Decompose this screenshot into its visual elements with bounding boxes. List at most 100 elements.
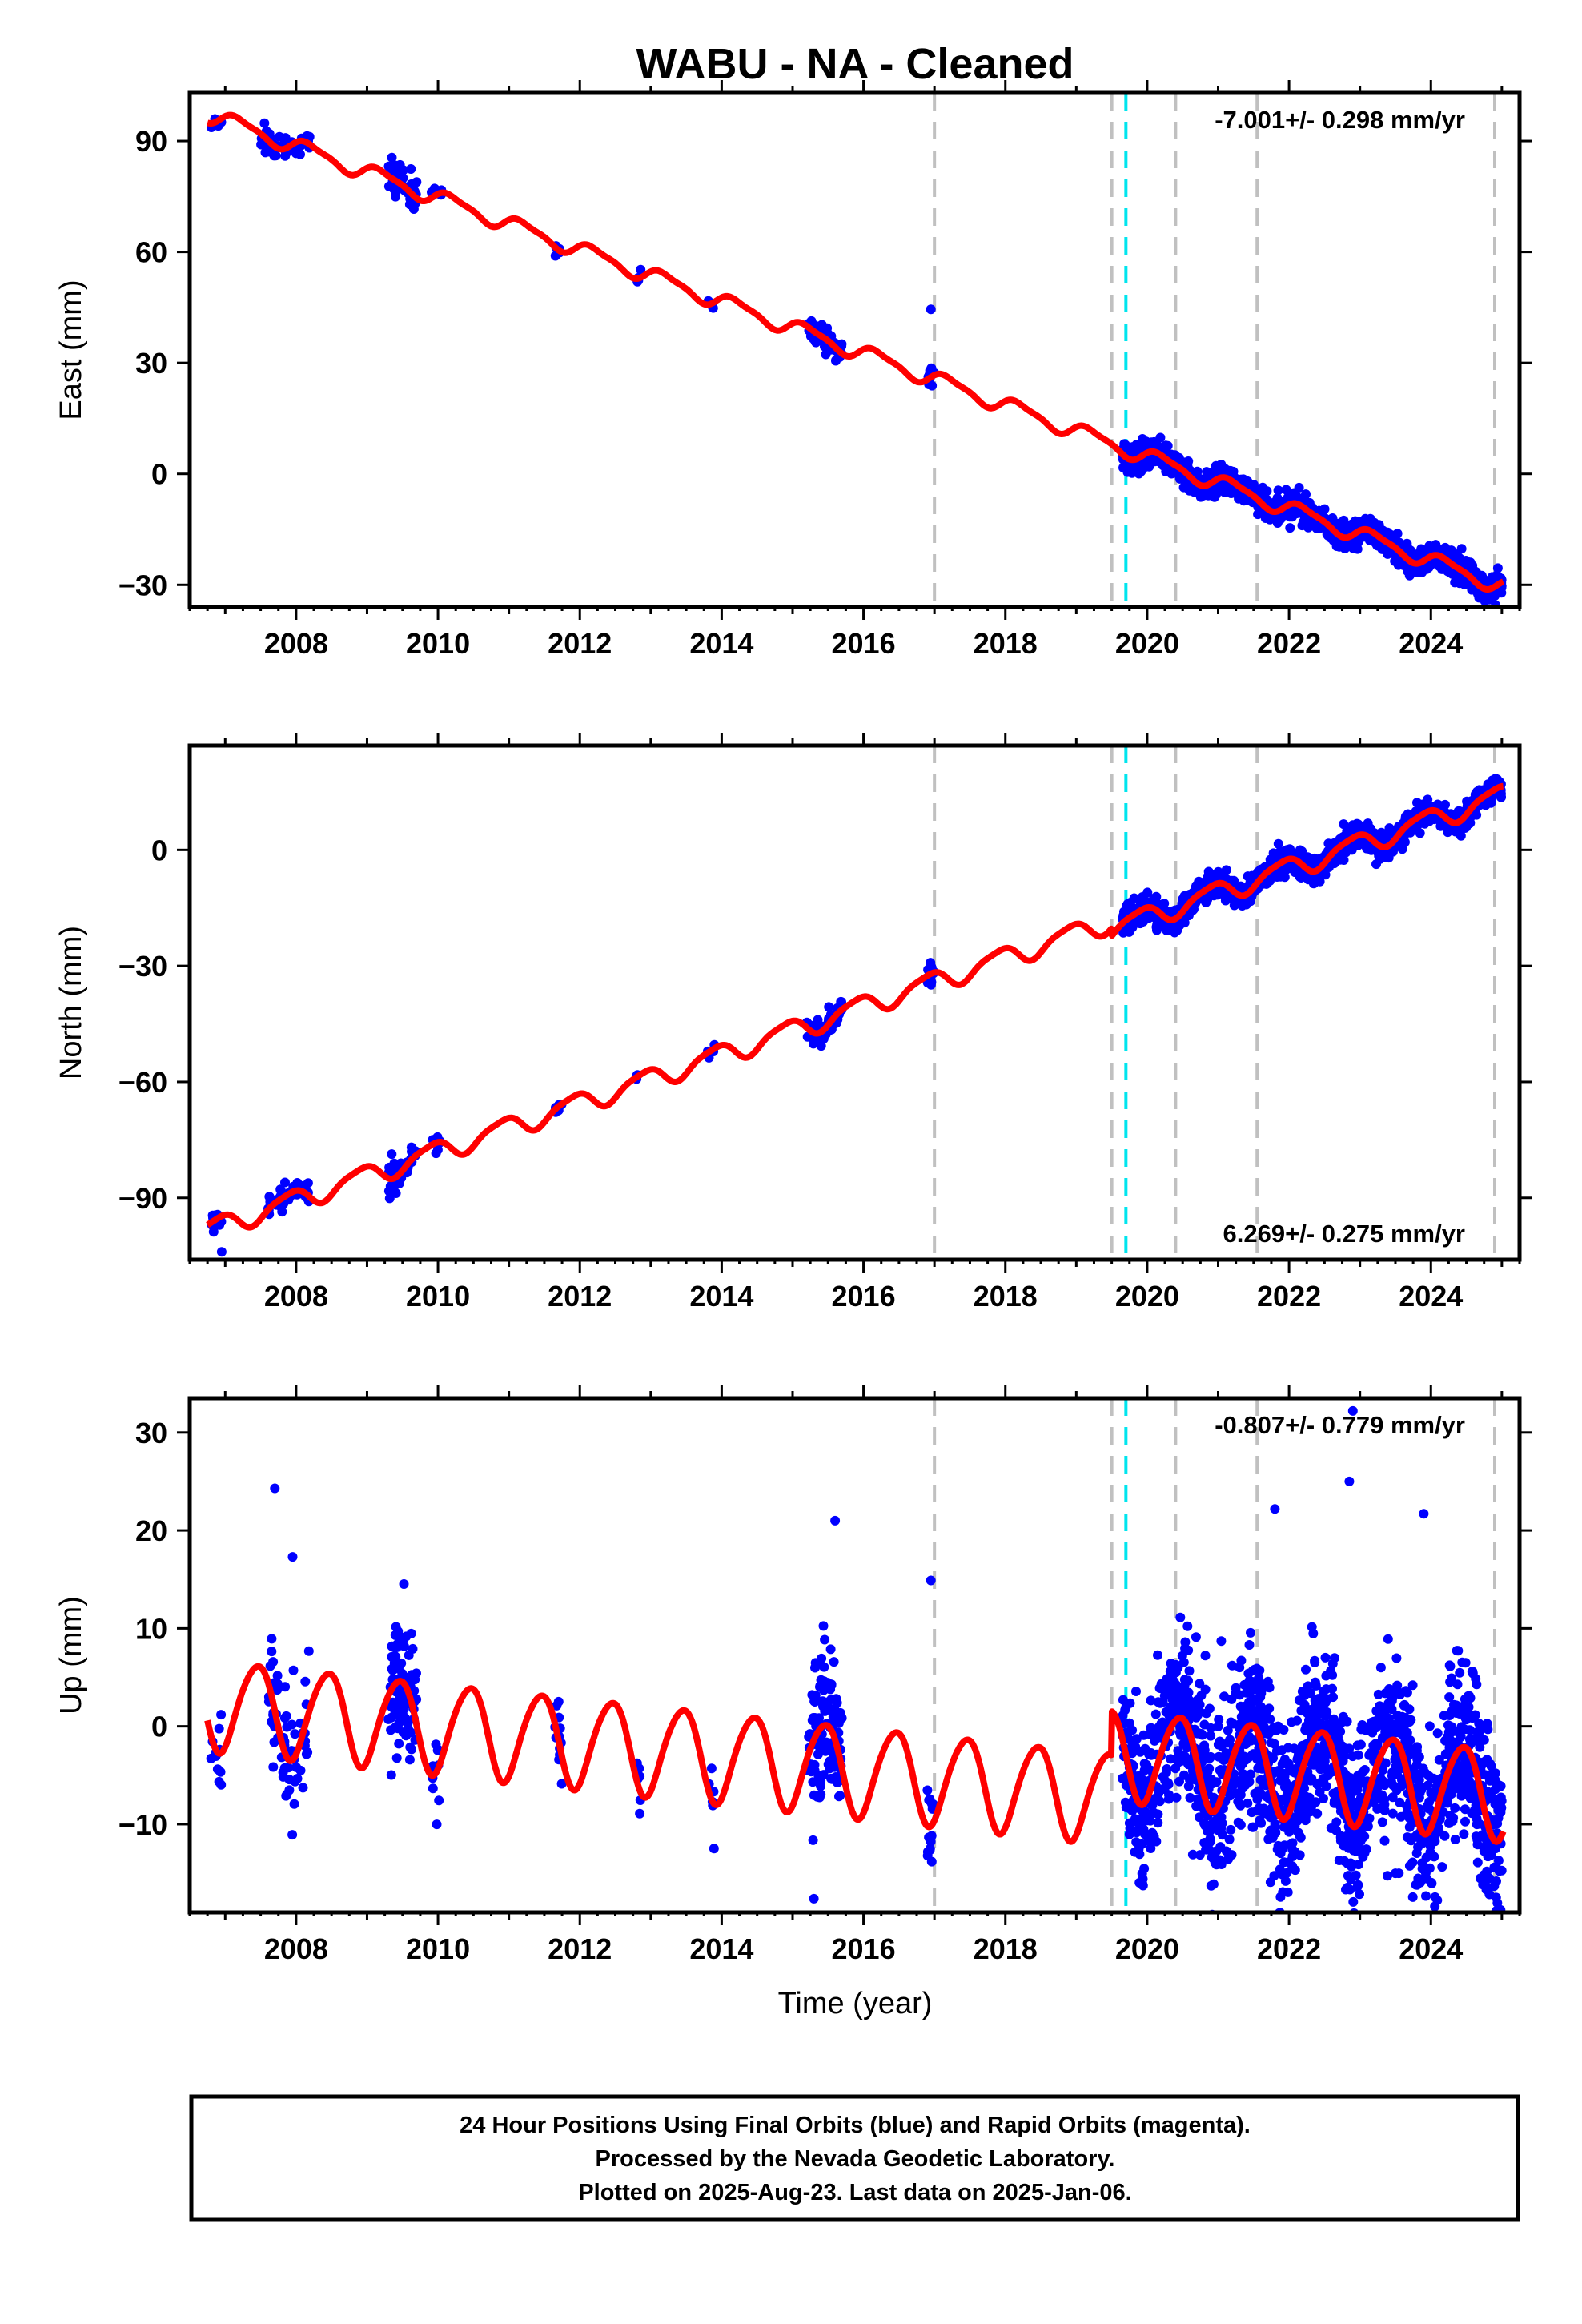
data-point	[1150, 1735, 1160, 1746]
data-point	[1278, 1887, 1288, 1897]
figure-title: WABU - NA - Cleaned	[636, 40, 1074, 88]
data-point	[709, 1844, 719, 1854]
data-point	[810, 1663, 820, 1673]
x-tick-label: 2022	[1257, 627, 1321, 660]
data-point	[1385, 548, 1395, 558]
data-point	[387, 1149, 397, 1160]
data-point	[1162, 440, 1173, 451]
data-point	[706, 1763, 717, 1774]
data-point	[399, 1579, 409, 1589]
data-point	[1461, 556, 1472, 565]
data-point	[808, 1835, 818, 1845]
y-tick-label: 0	[151, 834, 167, 866]
data-point	[922, 1847, 933, 1857]
data-point	[388, 1184, 399, 1194]
data-point	[1424, 1721, 1435, 1731]
data-point	[922, 1785, 933, 1795]
data-point	[1221, 865, 1231, 875]
x-tick-label: 2012	[548, 627, 612, 660]
x-tick-label: 2024	[1399, 1280, 1463, 1313]
data-point	[292, 1774, 303, 1783]
data-point	[268, 1762, 279, 1772]
data-point	[396, 1658, 407, 1668]
y-tick-label: 0	[151, 458, 167, 491]
data-point	[1153, 1818, 1163, 1828]
data-point	[386, 1770, 396, 1780]
x-tick-label: 2022	[1257, 1280, 1321, 1313]
data-point	[1244, 1640, 1255, 1650]
data-point	[280, 1177, 290, 1188]
data-point	[1439, 1711, 1449, 1721]
x-tick-label: 2008	[264, 1280, 328, 1313]
data-point	[1172, 923, 1182, 933]
y-axis-label: East (mm)	[54, 279, 88, 420]
data-point	[1120, 440, 1130, 450]
x-tick-label: 2020	[1115, 1280, 1179, 1313]
data-point	[816, 1775, 826, 1786]
data-point	[821, 1737, 832, 1747]
x-tick-label: 2018	[974, 1280, 1038, 1313]
data-point	[1425, 560, 1435, 570]
y-tick-label: −60	[118, 1066, 167, 1099]
data-point	[1322, 529, 1332, 540]
data-point	[817, 1675, 827, 1686]
data-point	[303, 1178, 313, 1188]
data-point	[1129, 893, 1139, 903]
data-point	[820, 1634, 830, 1645]
data-point	[1328, 536, 1339, 546]
data-point	[267, 1647, 277, 1657]
data-point	[432, 1819, 442, 1830]
x-axis	[188, 80, 1521, 620]
data-point	[300, 1676, 311, 1687]
data-point	[827, 1774, 837, 1784]
y-axis-label: North (mm)	[54, 926, 88, 1080]
x-tick-label: 2016	[832, 1280, 896, 1313]
data-point	[279, 1713, 290, 1723]
data-point	[1440, 542, 1451, 553]
outlier-point	[926, 961, 936, 971]
data-point	[824, 1002, 834, 1012]
data-point	[1211, 460, 1221, 471]
data-point	[393, 1723, 403, 1734]
data-point	[1183, 1675, 1193, 1686]
data-point	[1459, 1829, 1469, 1839]
data-point	[821, 1746, 831, 1756]
data-point	[1258, 482, 1268, 493]
data-point	[820, 341, 829, 352]
data-point	[1472, 1857, 1483, 1868]
data-point	[809, 1713, 820, 1723]
data-point	[215, 1220, 225, 1230]
data-point	[1475, 1742, 1485, 1752]
data-point	[821, 349, 831, 360]
data-point	[1208, 491, 1219, 501]
data-point	[926, 1856, 937, 1867]
data-point	[1138, 916, 1149, 927]
data-point	[214, 1723, 224, 1734]
outlier-point	[926, 304, 936, 315]
data-point	[1224, 1834, 1235, 1844]
data-point	[814, 1792, 825, 1803]
data-point	[267, 1634, 277, 1644]
data-point	[269, 1737, 279, 1747]
data-point	[1191, 468, 1202, 478]
data-point	[434, 1795, 444, 1806]
x-tick-label: 2020	[1115, 627, 1179, 660]
velocity-label: -7.001+/- 0.298 mm/yr	[1215, 106, 1465, 134]
x-tick-label: 2010	[406, 1280, 470, 1313]
data-point	[405, 1742, 416, 1752]
data-point	[1443, 827, 1453, 838]
data-point	[391, 1753, 402, 1763]
data-point	[303, 1646, 314, 1656]
data-point	[212, 1764, 223, 1775]
data-point	[1199, 474, 1210, 484]
data-point	[1228, 1719, 1239, 1729]
data-point	[1347, 820, 1358, 830]
data-point	[287, 1830, 298, 1840]
data-point	[1379, 1835, 1390, 1846]
data-point	[291, 148, 301, 159]
x-tick-label: 2016	[832, 627, 896, 660]
outlier-point	[387, 152, 397, 163]
data-point	[393, 1626, 404, 1637]
north-panel: 2008 2010 2012 2014 2016 2018 2020 2022 2024−90−…	[54, 733, 1532, 1313]
data-point	[214, 1776, 224, 1787]
